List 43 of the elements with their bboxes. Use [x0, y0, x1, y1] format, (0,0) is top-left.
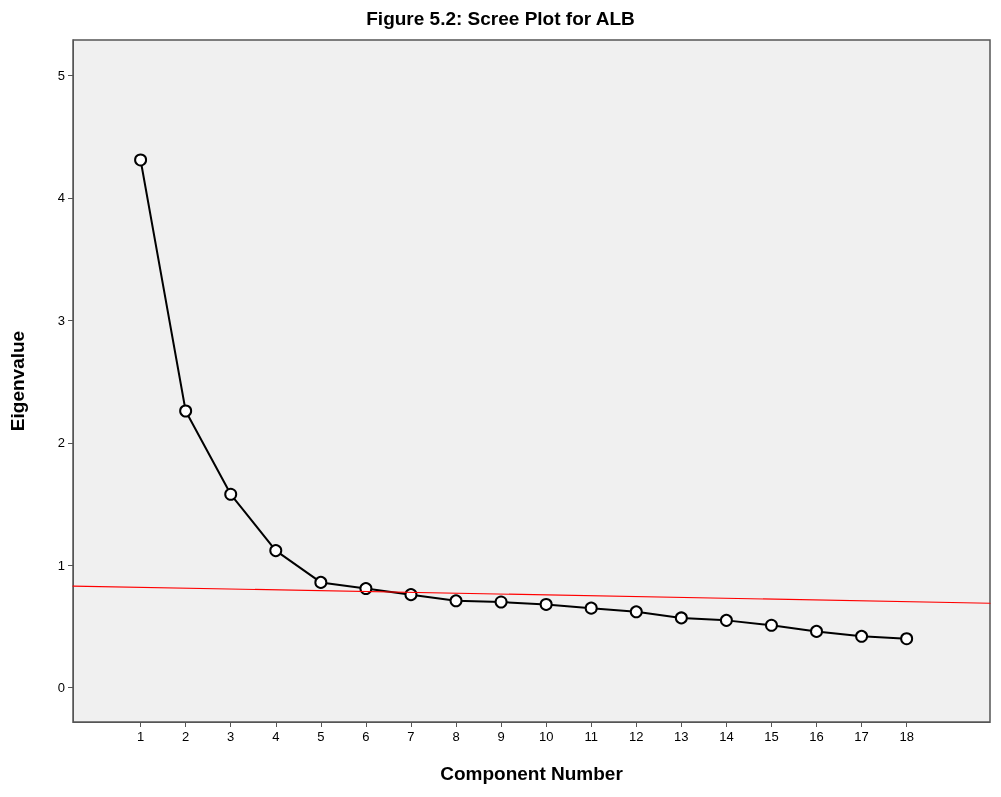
point: [314, 575, 328, 589]
x-tick-label: 11: [584, 729, 598, 744]
point: [494, 595, 508, 609]
x-tick-label: 14: [719, 729, 734, 744]
point: [810, 624, 824, 638]
point: [629, 605, 643, 619]
point: [449, 594, 463, 608]
point: [539, 597, 553, 611]
x-tick-label: 13: [674, 729, 689, 744]
point: [764, 618, 778, 632]
point: [855, 629, 869, 643]
y-tick-label: 4: [57, 190, 65, 206]
x-tick-label: 17: [854, 729, 869, 744]
point: [719, 613, 733, 627]
y-axis-title: Eigenvalue: [7, 330, 28, 432]
point: [269, 544, 283, 558]
y-tick-label: 1: [57, 557, 65, 573]
x-tick-label: 6: [362, 729, 370, 744]
x-tick-label: 7: [407, 729, 415, 744]
y-tick-label: 0: [57, 680, 65, 696]
x-tick-label: 15: [764, 729, 779, 744]
y-tick-label: 2: [57, 435, 65, 451]
x-tick-label: 2: [182, 729, 190, 744]
point: [584, 601, 598, 615]
x-tick-label: 9: [497, 729, 505, 744]
point: [134, 153, 148, 167]
chart-title: Figure 5.2: Scree Plot for ALB: [366, 8, 635, 29]
x-tick-label: 5: [317, 729, 325, 744]
x-tick-label: 12: [629, 729, 644, 744]
x-axis-title: Component Number: [440, 763, 624, 784]
x-tick-label: 3: [227, 729, 235, 744]
point: [179, 404, 193, 418]
y-tick-label: 5: [57, 68, 65, 84]
x-tick-label: 1: [136, 729, 145, 744]
x-tick-label: 8: [452, 729, 460, 744]
x-tick-label: 16: [809, 729, 824, 744]
point: [224, 487, 238, 501]
point: [900, 632, 914, 646]
x-tick-label: 18: [899, 729, 914, 744]
x-tick-label: 10: [538, 729, 554, 744]
y-tick-label: 3: [57, 312, 65, 328]
point: [674, 611, 688, 625]
x-tick-label: 4: [272, 729, 280, 744]
